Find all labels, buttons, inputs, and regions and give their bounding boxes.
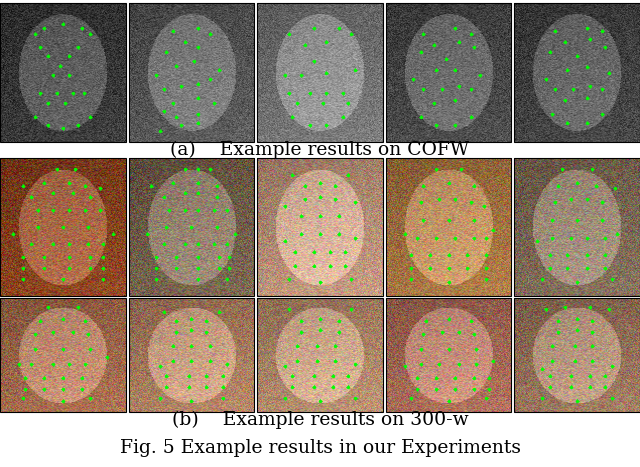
Bar: [129, 158, 254, 296]
Bar: [515, 158, 640, 296]
Bar: [257, 158, 383, 296]
Bar: [386, 158, 511, 296]
Bar: [257, 3, 383, 142]
Bar: [386, 3, 511, 142]
Bar: [129, 3, 254, 142]
Bar: [257, 298, 383, 412]
Text: (b)    Example results on 300-w: (b) Example results on 300-w: [172, 411, 468, 429]
Bar: [0, 3, 125, 142]
Bar: [0, 158, 125, 296]
Bar: [515, 3, 640, 142]
Bar: [386, 298, 511, 412]
Bar: [515, 298, 640, 412]
Bar: [0, 298, 125, 412]
Text: Fig. 5 Example results in our Experiments: Fig. 5 Example results in our Experiment…: [120, 439, 520, 457]
Bar: [129, 298, 254, 412]
Text: (a)    Example results on COFW: (a) Example results on COFW: [170, 141, 470, 159]
